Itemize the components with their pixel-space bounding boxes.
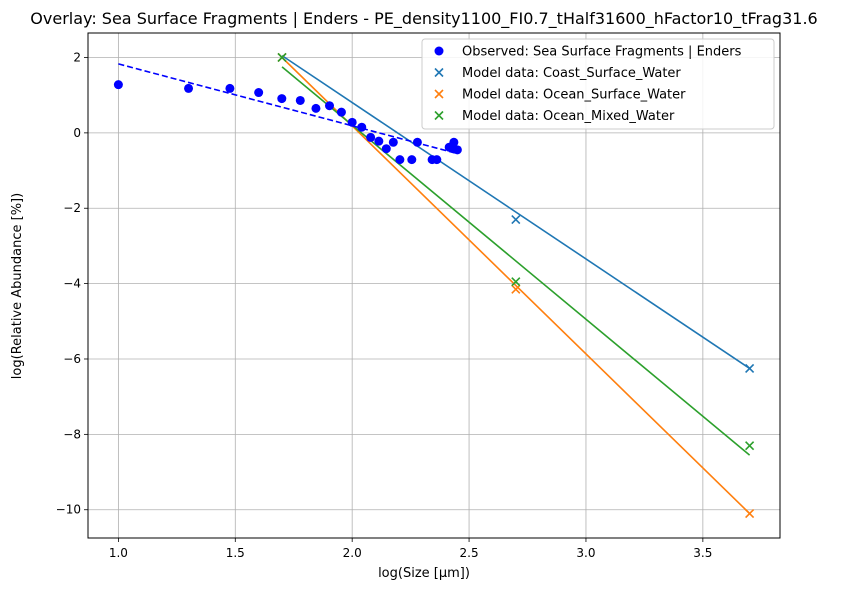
observed-point — [225, 83, 235, 93]
observed-point — [388, 137, 398, 147]
observed-point — [432, 155, 442, 165]
observed-point — [277, 94, 287, 104]
x-tick-label: 2.0 — [343, 546, 362, 560]
observed-point — [357, 122, 367, 132]
x-marker-stroke — [745, 508, 755, 519]
observed-point — [374, 136, 384, 146]
observed-point — [347, 117, 357, 127]
model-fit-line — [281, 54, 751, 370]
x-tick-label: 3.5 — [693, 546, 712, 560]
x-tick-label: 2.5 — [460, 546, 479, 560]
observed-fit-line — [118, 63, 458, 155]
x-marker-stroke — [511, 277, 521, 287]
model-fit-line — [281, 66, 751, 456]
y-tick-label: −2 — [63, 201, 81, 215]
x-marker-stroke — [434, 110, 444, 121]
x-tick-label: 1.0 — [109, 546, 128, 560]
plot-frame — [87, 32, 781, 539]
model-point — [511, 214, 521, 225]
legend-label: Model data: Ocean_Surface_Water — [462, 88, 686, 103]
chart-title: Overlay: Sea Surface Fragments | Enders … — [30, 9, 817, 29]
observed-point — [412, 137, 422, 147]
observed-point — [311, 103, 321, 113]
model-fit-line — [281, 56, 751, 515]
x-marker-stroke — [277, 52, 287, 63]
legend-label: Model data: Ocean_Mixed_Water — [462, 109, 675, 124]
observed-point — [295, 95, 305, 105]
x-marker-stroke — [745, 363, 755, 373]
observed-point — [381, 144, 391, 154]
legend-marker — [434, 46, 444, 56]
observed-point — [452, 145, 462, 155]
observed-point — [449, 137, 459, 147]
legend-marker — [434, 110, 444, 121]
x-tick-label: 3.0 — [576, 546, 595, 560]
y-tick-label: −10 — [56, 503, 81, 517]
model-point — [511, 284, 521, 294]
y-tick-label: −8 — [63, 427, 81, 441]
x-marker-stroke — [434, 89, 444, 99]
observed-point — [254, 88, 264, 98]
model-point — [745, 441, 755, 451]
plot-area — [113, 52, 755, 519]
model-point — [745, 508, 755, 519]
y-tick-label: 2 — [73, 50, 81, 64]
legend: Observed: Sea Surface Fragments | Enders… — [421, 38, 775, 130]
x-marker-stroke — [434, 67, 444, 78]
observed-point — [395, 155, 405, 165]
y-tick-label: 0 — [73, 126, 81, 140]
legend-box — [421, 38, 775, 130]
legend-marker — [434, 67, 444, 78]
y-axis-label: log(Relative Abundance [%]) — [10, 193, 25, 379]
observed-point — [366, 132, 376, 142]
model-point — [277, 52, 287, 63]
observed-point — [113, 80, 123, 90]
legend-marker — [434, 89, 444, 99]
observed-point — [184, 83, 194, 93]
y-tick-label: −6 — [63, 352, 81, 366]
model-point — [511, 277, 521, 287]
x-marker-stroke — [511, 284, 521, 294]
axis-ticks: 1.0 1.5 2.0 2.5 3.0 3.5 2 0 −2 −4 −6 −8 −10 — [56, 50, 713, 560]
x-axis-label: log(Size [µm]) — [378, 566, 470, 581]
observed-point — [324, 101, 334, 111]
model-point — [745, 363, 755, 373]
observed-point — [336, 107, 346, 117]
x-tick-label: 1.5 — [226, 546, 245, 560]
y-tick-label: −4 — [63, 277, 81, 291]
legend-label: Model data: Coast_Surface_Water — [462, 66, 681, 81]
legend-label: Observed: Sea Surface Fragments | Enders — [462, 45, 742, 60]
x-marker-stroke — [511, 214, 521, 225]
x-marker-stroke — [745, 441, 755, 451]
observed-point — [407, 155, 417, 165]
